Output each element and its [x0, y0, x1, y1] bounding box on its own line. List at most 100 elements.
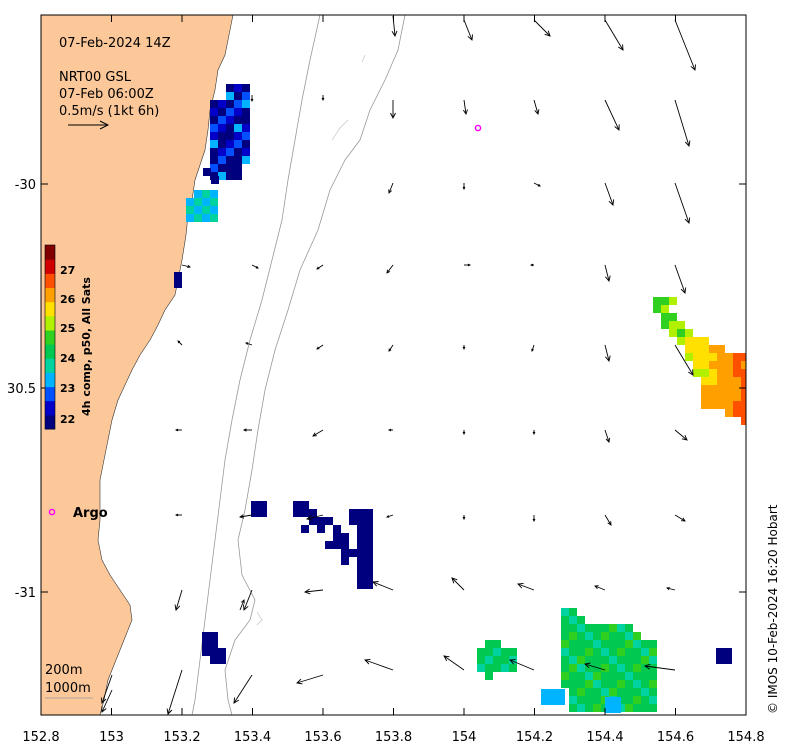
- isobath-label-200: 200m: [45, 663, 82, 678]
- sst-pixel: [709, 377, 717, 385]
- sst-pixel: [259, 509, 267, 517]
- colorbar-tick: 23: [60, 382, 75, 395]
- sst-pixel: [202, 190, 210, 198]
- current-arrow: [604, 19, 624, 51]
- sst-pixel: [242, 84, 250, 92]
- current-arrow-head: [306, 515, 313, 521]
- sst-pixel: [365, 525, 373, 533]
- sst-pixel: [210, 108, 218, 116]
- sst-pixel: [365, 517, 373, 525]
- current-arrow: [533, 19, 551, 37]
- sst-pixel: [641, 640, 649, 648]
- sst-pixel: [333, 525, 341, 533]
- current-arrow: [604, 344, 610, 362]
- sst-pixel: [593, 648, 601, 656]
- current-arrow: [604, 182, 614, 206]
- sst-pixel: [234, 84, 242, 92]
- sst-pixel: [218, 164, 226, 172]
- sst-pixel: [365, 557, 373, 565]
- sst-pixel: [725, 377, 733, 385]
- isobath-200m: [191, 14, 321, 716]
- sst-pixel: [725, 369, 733, 377]
- sst-pixel: [733, 409, 741, 417]
- sst-pixel: [218, 148, 226, 156]
- colorbar-step: [45, 259, 55, 274]
- current-arrow: [509, 659, 535, 671]
- sst-pixel: [585, 680, 593, 688]
- sst-pixel: [341, 541, 349, 549]
- current-arrow: [245, 342, 253, 346]
- sst-pixel: [709, 393, 717, 401]
- sst-pixel: [561, 656, 569, 664]
- current-arrow: [674, 182, 690, 224]
- sst-pixel: [625, 648, 633, 656]
- current-arrow-head: [607, 521, 612, 526]
- sst-pixel: [293, 501, 301, 509]
- colorbar-step: [45, 344, 55, 359]
- current-arrow-head: [101, 706, 107, 713]
- sst-pixel: [724, 648, 732, 656]
- sst-pixel: [226, 108, 234, 116]
- y-tick-label: 30.5: [7, 382, 36, 397]
- sst-pixel: [693, 337, 701, 345]
- sst-pixel: [733, 353, 741, 361]
- sst-pixel: [701, 401, 709, 409]
- sst-pixel: [365, 565, 373, 573]
- current-arrow-head: [467, 34, 473, 41]
- sst-pixel: [194, 214, 202, 222]
- y-tick-labels: -30 30.5 -31: [7, 178, 36, 601]
- current-arrow: [604, 264, 610, 282]
- current-arrow-head: [250, 98, 254, 103]
- sst-pixel: [661, 297, 669, 305]
- sst-pixel: [585, 664, 593, 672]
- colorbar-tick: 22: [60, 413, 75, 426]
- current-arrow: [175, 589, 183, 611]
- sst-pixel: [569, 608, 577, 616]
- current-arrow-head: [245, 342, 249, 345]
- current-arrow: [594, 585, 606, 591]
- colorbar-step: [45, 386, 55, 402]
- sst-pixel: [741, 401, 746, 409]
- sst-pixel: [701, 353, 709, 361]
- sst-pixel: [741, 361, 746, 369]
- current-arrow: [604, 99, 620, 131]
- sst-pixel: [717, 345, 725, 353]
- current-arrow: [604, 514, 612, 526]
- sst-pixel: [202, 640, 210, 648]
- credit-text: © IMOS 10-Feb-2024 16:20 Hobart: [766, 504, 780, 714]
- sst-pixel: [641, 656, 649, 664]
- current-arrow-head: [242, 428, 247, 432]
- sst-pixel: [613, 697, 621, 705]
- sst-pixel: [509, 648, 517, 656]
- sst-pixel: [333, 533, 341, 541]
- sst-pixel: [649, 640, 657, 648]
- sst-pixel: [218, 172, 226, 180]
- sst-pixel: [717, 385, 725, 393]
- sst-pixel: [601, 648, 609, 656]
- sst-pixel: [709, 361, 717, 369]
- sst-pixel: [186, 206, 194, 214]
- sst-pixel: [605, 697, 613, 705]
- x-tick-label: 154.6: [657, 730, 694, 745]
- sst-pixel: [577, 656, 585, 664]
- sst-pixel: [577, 640, 585, 648]
- sst-pixel: [210, 116, 218, 124]
- current-arrow-head: [174, 513, 179, 517]
- sst-pixel: [617, 680, 625, 688]
- sst-pixel: [569, 680, 577, 688]
- sst-pixel: [601, 664, 609, 672]
- sst-pixel: [210, 648, 218, 656]
- colorbar-label: 4h comp, p50, All Sats: [80, 277, 93, 416]
- sst-pixel: [601, 640, 609, 648]
- sst-pixel: [609, 656, 617, 664]
- sst-pixel: [677, 337, 685, 345]
- sst-pixel: [485, 656, 493, 664]
- sst-pixel: [617, 688, 625, 696]
- colorbar-step: [45, 315, 55, 331]
- sst-pixel: [649, 680, 657, 688]
- sst-pixel: [625, 656, 633, 664]
- sst-pixel: [577, 632, 585, 640]
- sst-pixel: [577, 688, 585, 696]
- sst-pixel: [724, 656, 732, 664]
- current-arrow-head: [462, 186, 466, 191]
